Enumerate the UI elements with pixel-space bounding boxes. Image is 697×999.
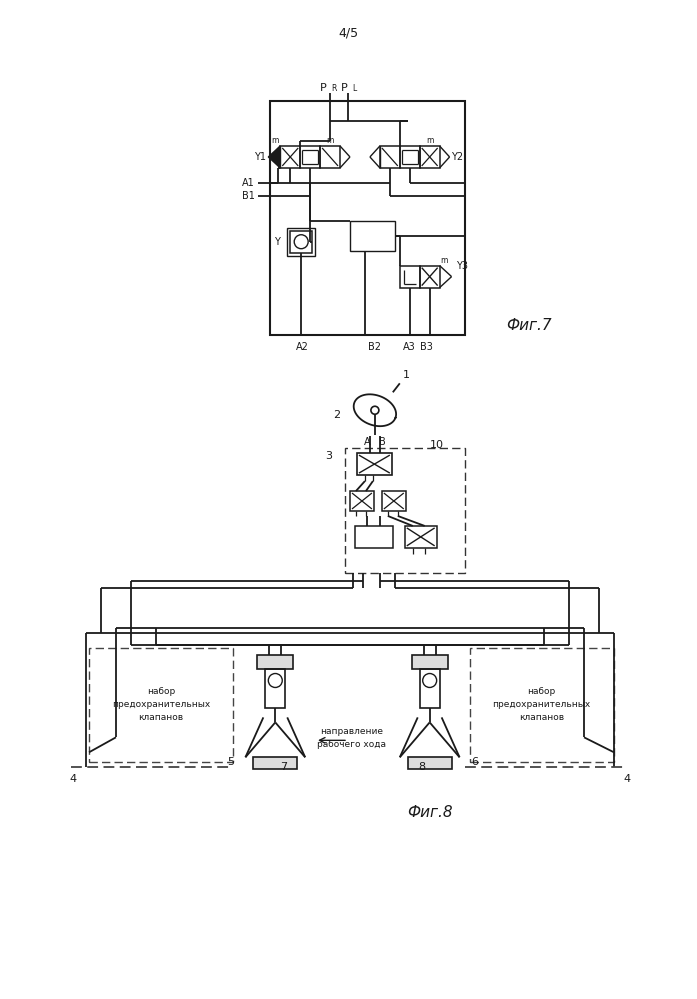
- Text: 2: 2: [333, 411, 341, 421]
- Bar: [408, 757, 452, 769]
- Bar: [400, 266, 420, 288]
- Text: 7: 7: [279, 762, 287, 772]
- Bar: [345, 449, 464, 572]
- Bar: [420, 668, 440, 708]
- Bar: [287, 228, 315, 256]
- Text: B2: B2: [369, 343, 381, 353]
- Text: m: m: [272, 137, 279, 146]
- Bar: [355, 525, 393, 547]
- Text: B1: B1: [242, 191, 255, 201]
- Text: B: B: [379, 438, 386, 448]
- Bar: [254, 757, 297, 769]
- Text: набор
предохранительных
клапанов: набор предохранительных клапанов: [112, 686, 210, 722]
- Bar: [89, 647, 233, 762]
- Text: Y1: Y1: [254, 152, 266, 162]
- Bar: [470, 647, 614, 762]
- Bar: [420, 146, 440, 168]
- Text: P: P: [321, 83, 327, 93]
- Text: 4: 4: [70, 774, 77, 784]
- Text: 6: 6: [471, 757, 478, 767]
- Text: 5: 5: [227, 757, 234, 767]
- Text: m: m: [440, 256, 447, 265]
- Bar: [405, 525, 436, 547]
- Bar: [270, 101, 464, 336]
- Text: A1: A1: [242, 178, 255, 188]
- Bar: [320, 146, 340, 168]
- Text: B3: B3: [420, 343, 433, 353]
- Text: L: L: [352, 84, 356, 93]
- Text: A: A: [364, 438, 370, 448]
- Bar: [290, 231, 312, 253]
- Bar: [357, 454, 392, 476]
- Bar: [420, 266, 440, 288]
- Text: 3: 3: [325, 452, 332, 462]
- Text: направление
рабочего хода: направление рабочего хода: [318, 727, 386, 749]
- Bar: [257, 654, 293, 668]
- Text: 10: 10: [429, 441, 444, 451]
- Text: 4/5: 4/5: [338, 27, 358, 40]
- Bar: [380, 146, 400, 168]
- Text: Y3: Y3: [456, 261, 468, 271]
- Bar: [400, 146, 420, 168]
- Polygon shape: [268, 146, 280, 168]
- Bar: [382, 492, 406, 510]
- Text: Фиг.7: Фиг.7: [507, 318, 552, 333]
- Text: P: P: [342, 83, 348, 93]
- Bar: [350, 492, 374, 510]
- Text: Y: Y: [275, 237, 280, 247]
- Text: A3: A3: [404, 343, 416, 353]
- Text: m: m: [326, 137, 334, 146]
- Text: R: R: [331, 84, 337, 93]
- Text: 1: 1: [404, 371, 411, 381]
- Bar: [412, 654, 447, 668]
- Text: Y2: Y2: [452, 152, 464, 162]
- Bar: [280, 146, 300, 168]
- Bar: [350, 221, 395, 251]
- Text: 4: 4: [623, 774, 631, 784]
- Text: 8: 8: [418, 762, 425, 772]
- Text: Фиг.8: Фиг.8: [407, 804, 452, 819]
- Bar: [300, 146, 320, 168]
- Text: m: m: [426, 137, 434, 146]
- Text: A2: A2: [296, 343, 309, 353]
- Bar: [266, 668, 285, 708]
- Text: набор
предохранительных
клапанов: набор предохранительных клапанов: [492, 686, 590, 722]
